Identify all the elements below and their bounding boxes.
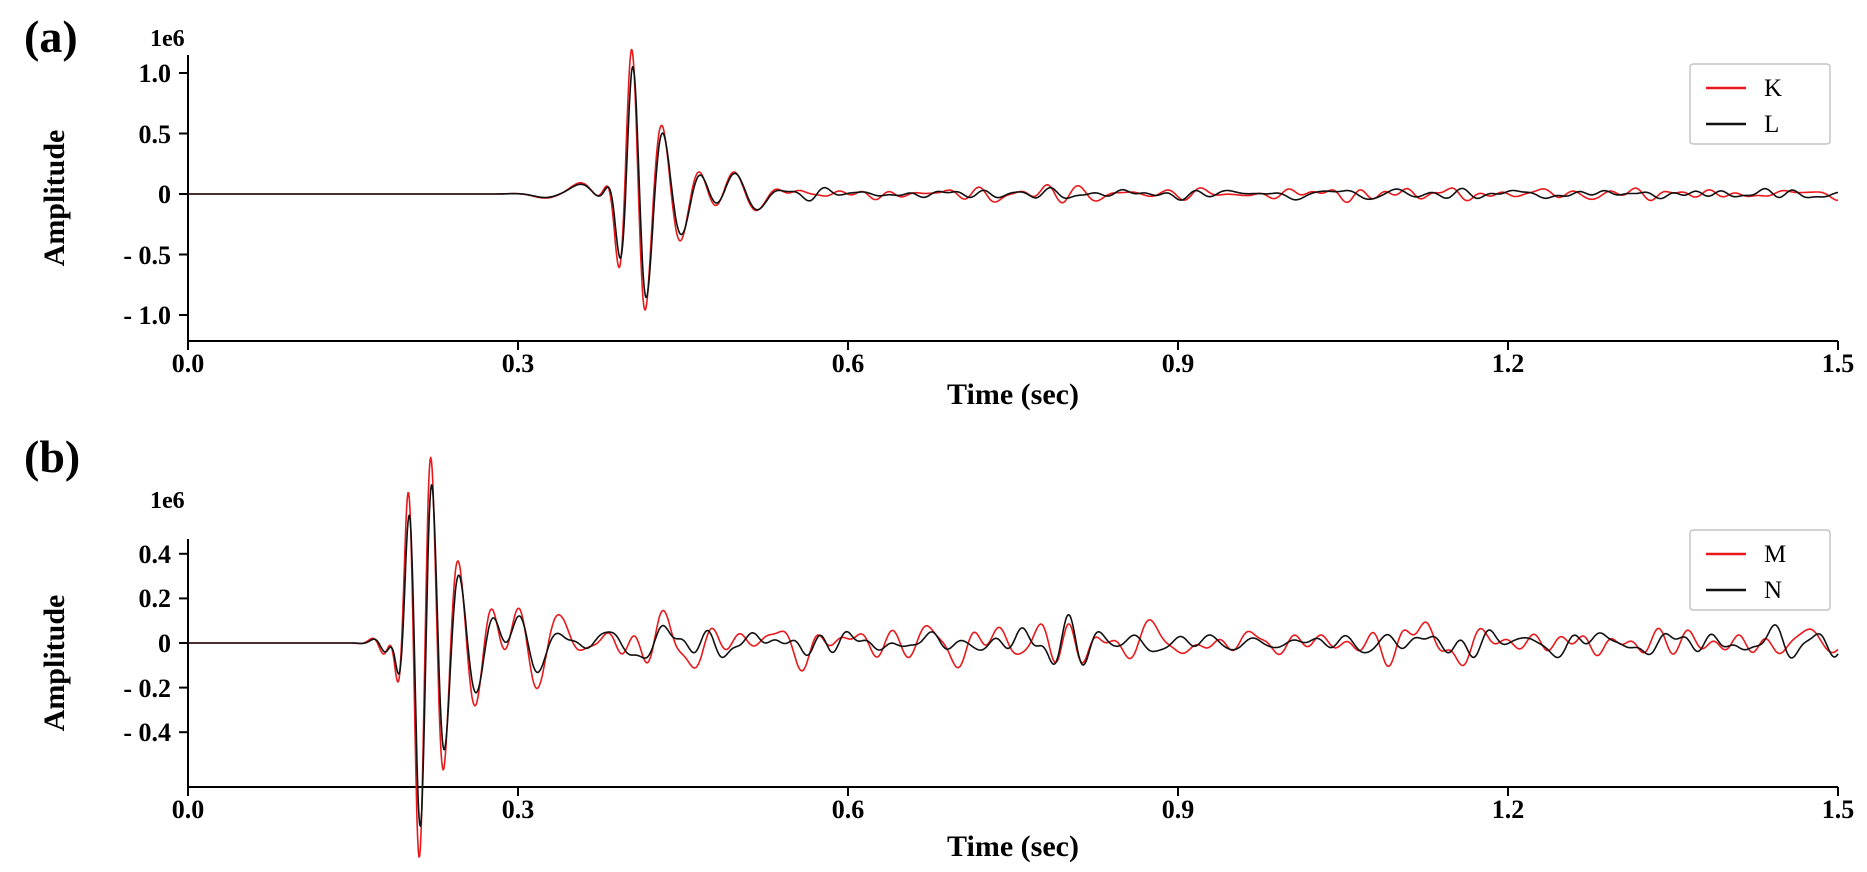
waveform-traces-b bbox=[187, 456, 1839, 858]
panel-a-label: (a) bbox=[24, 11, 78, 62]
panel-a: (a) 1e6 Amplitude 1.0 0.5 0 - 0.5 - 1.0 … bbox=[24, 11, 1854, 411]
x-tick-label: 0.0 bbox=[172, 349, 205, 378]
x-tick-label: 1.2 bbox=[1492, 349, 1525, 378]
y-tick-label: 0 bbox=[158, 629, 171, 658]
waveform-traces-a bbox=[187, 48, 1839, 311]
y-tick-label: - 0.2 bbox=[123, 674, 171, 703]
panel-b: (b) 1e6 Amplitude 0.4 0.2 0 - 0.2 - 0.4 … bbox=[24, 431, 1854, 863]
legend-frame bbox=[1689, 529, 1831, 611]
x-tick-label: 1.5 bbox=[1822, 349, 1855, 378]
y-tick-label: - 0.4 bbox=[123, 718, 171, 747]
waveform-N bbox=[187, 484, 1839, 827]
legend-frame bbox=[1689, 63, 1831, 145]
y-tick-label: 0.2 bbox=[139, 584, 172, 613]
x-axis-title-a: Time (sec) bbox=[947, 378, 1079, 411]
y-axis-title-b: Amplitude bbox=[38, 595, 71, 732]
x-tick-label: 0.6 bbox=[832, 795, 865, 824]
x-tick-label: 1.2 bbox=[1492, 795, 1525, 824]
legend-label-M: M bbox=[1764, 541, 1786, 568]
legend-a: K L bbox=[1689, 63, 1831, 145]
x-tick-label: 1.5 bbox=[1822, 795, 1855, 824]
x-axis-title-b: Time (sec) bbox=[947, 830, 1079, 863]
tick-marks-a bbox=[179, 72, 1839, 350]
y-offset-label-b: 1e6 bbox=[150, 488, 185, 514]
x-tick-label: 0.6 bbox=[832, 349, 865, 378]
legend-label-N: N bbox=[1764, 577, 1782, 604]
y-tick-label: 0.5 bbox=[139, 120, 172, 149]
y-tick-label: 1.0 bbox=[139, 59, 172, 88]
x-tick-label: 0.0 bbox=[172, 795, 205, 824]
x-tick-label: 0.3 bbox=[502, 349, 535, 378]
y-axis-title-a: Amplitude bbox=[38, 130, 71, 267]
y-offset-label-a: 1e6 bbox=[150, 26, 185, 52]
y-tick-label: - 1.0 bbox=[123, 301, 171, 330]
x-tick-label: 0.9 bbox=[1162, 795, 1195, 824]
y-tick-label: 0.4 bbox=[139, 540, 172, 569]
waveform-L bbox=[187, 65, 1839, 299]
legend-label-L: L bbox=[1764, 111, 1779, 138]
y-tick-label: - 0.5 bbox=[123, 241, 171, 270]
x-tick-label: 0.3 bbox=[502, 795, 535, 824]
waveform-K bbox=[187, 48, 1839, 311]
waveform-M bbox=[187, 456, 1839, 858]
x-tick-label: 0.9 bbox=[1162, 349, 1195, 378]
legend-label-K: K bbox=[1764, 75, 1782, 102]
legend-b: M N bbox=[1689, 529, 1831, 611]
tick-marks-b bbox=[179, 552, 1839, 796]
panel-b-label: (b) bbox=[24, 431, 80, 482]
y-tick-label: 0 bbox=[158, 180, 171, 209]
